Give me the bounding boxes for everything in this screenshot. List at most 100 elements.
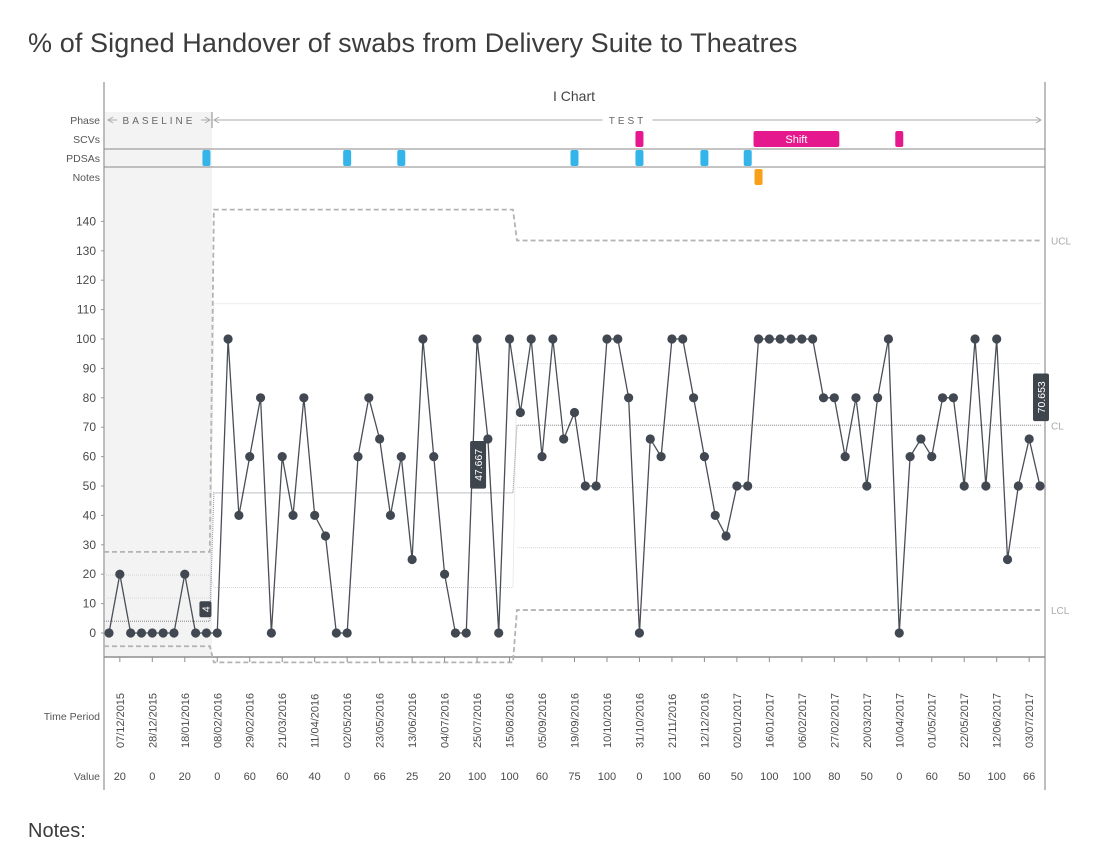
data-point[interactable] bbox=[158, 628, 168, 638]
data-point[interactable] bbox=[526, 334, 536, 344]
pdsa-marker[interactable] bbox=[343, 150, 352, 166]
pdsa-marker[interactable] bbox=[397, 150, 406, 166]
data-point[interactable] bbox=[721, 531, 731, 541]
data-point[interactable] bbox=[613, 334, 623, 344]
data-point[interactable] bbox=[450, 628, 461, 638]
data-point[interactable] bbox=[743, 481, 753, 491]
data-point[interactable] bbox=[927, 452, 937, 462]
data-point[interactable] bbox=[234, 510, 244, 520]
data-point[interactable] bbox=[753, 334, 764, 344]
data-point[interactable] bbox=[461, 628, 471, 638]
pdsa-marker[interactable] bbox=[570, 150, 579, 166]
data-point[interactable] bbox=[331, 628, 341, 638]
data-point[interactable] bbox=[342, 628, 352, 638]
data-point[interactable] bbox=[1002, 554, 1013, 565]
note-marker[interactable] bbox=[754, 169, 763, 185]
data-point[interactable] bbox=[1035, 481, 1045, 491]
data-point[interactable] bbox=[840, 452, 850, 462]
data-point[interactable] bbox=[667, 334, 677, 344]
data-point[interactable] bbox=[169, 628, 179, 638]
data-point[interactable] bbox=[375, 434, 385, 444]
data-point[interactable] bbox=[212, 628, 222, 638]
scv-marker[interactable] bbox=[895, 131, 904, 147]
data-point[interactable] bbox=[624, 393, 634, 403]
data-point[interactable] bbox=[494, 628, 504, 638]
pdsa-marker[interactable] bbox=[202, 150, 211, 166]
data-point[interactable] bbox=[277, 452, 287, 462]
data-point[interactable] bbox=[104, 628, 114, 638]
data-point[interactable] bbox=[981, 481, 991, 491]
data-point[interactable] bbox=[559, 434, 569, 444]
data-point[interactable] bbox=[959, 481, 969, 491]
data-point[interactable] bbox=[504, 334, 515, 344]
data-point[interactable] bbox=[808, 334, 818, 344]
data-point[interactable] bbox=[970, 334, 980, 344]
data-point[interactable] bbox=[320, 531, 331, 541]
data-point[interactable] bbox=[580, 481, 590, 491]
data-point[interactable] bbox=[645, 434, 655, 444]
data-point[interactable] bbox=[699, 452, 710, 462]
pdsa-marker[interactable] bbox=[743, 150, 752, 166]
data-point[interactable] bbox=[266, 628, 276, 638]
data-point[interactable] bbox=[1024, 434, 1034, 444]
data-point[interactable] bbox=[732, 481, 742, 491]
data-point[interactable] bbox=[472, 334, 482, 344]
cl-callout-box bbox=[470, 441, 487, 489]
data-point[interactable] bbox=[288, 510, 298, 520]
data-point[interactable] bbox=[873, 393, 883, 403]
data-point[interactable] bbox=[147, 628, 157, 638]
data-point[interactable] bbox=[678, 334, 688, 344]
data-point[interactable] bbox=[851, 393, 861, 403]
pdsa-marker[interactable] bbox=[635, 150, 644, 166]
data-point[interactable] bbox=[656, 452, 666, 462]
data-point[interactable] bbox=[937, 393, 948, 403]
data-point[interactable] bbox=[883, 334, 894, 344]
data-point[interactable] bbox=[136, 628, 147, 638]
data-point[interactable] bbox=[992, 334, 1002, 344]
data-point[interactable] bbox=[364, 393, 374, 403]
data-point[interactable] bbox=[688, 393, 699, 403]
data-point[interactable] bbox=[515, 407, 525, 418]
x-tick-label: 21/03/2016 bbox=[277, 693, 289, 748]
data-point[interactable] bbox=[385, 510, 396, 520]
data-point[interactable] bbox=[862, 481, 872, 491]
data-point[interactable] bbox=[948, 393, 958, 403]
data-point[interactable] bbox=[180, 569, 190, 579]
data-point[interactable] bbox=[201, 628, 212, 638]
data-point[interactable] bbox=[245, 452, 255, 462]
data-point[interactable] bbox=[797, 334, 807, 344]
scv-marker[interactable] bbox=[635, 131, 644, 147]
data-point[interactable] bbox=[299, 393, 309, 403]
scv-marker[interactable] bbox=[753, 131, 840, 147]
data-point[interactable] bbox=[310, 510, 320, 520]
data-point[interactable] bbox=[569, 407, 580, 418]
data-point[interactable] bbox=[191, 628, 201, 638]
data-point[interactable] bbox=[548, 334, 558, 344]
data-point[interactable] bbox=[115, 569, 125, 579]
data-point[interactable] bbox=[439, 569, 450, 579]
data-point[interactable] bbox=[483, 434, 493, 444]
data-point[interactable] bbox=[764, 334, 774, 344]
data-point[interactable] bbox=[1013, 481, 1023, 491]
data-point[interactable] bbox=[786, 334, 796, 344]
data-point[interactable] bbox=[634, 628, 645, 638]
data-point[interactable] bbox=[591, 481, 601, 491]
data-point[interactable] bbox=[710, 510, 720, 520]
data-point[interactable] bbox=[818, 393, 829, 403]
pdsa-marker[interactable] bbox=[700, 150, 709, 166]
data-point[interactable] bbox=[916, 434, 926, 444]
data-point[interactable] bbox=[829, 393, 839, 403]
data-point[interactable] bbox=[407, 554, 417, 565]
data-point[interactable] bbox=[602, 334, 612, 344]
data-point[interactable] bbox=[429, 452, 439, 462]
data-point[interactable] bbox=[255, 393, 266, 403]
data-point[interactable] bbox=[396, 452, 406, 462]
data-point[interactable] bbox=[894, 628, 904, 638]
data-point[interactable] bbox=[775, 334, 785, 344]
data-point[interactable] bbox=[418, 334, 428, 344]
data-point[interactable] bbox=[223, 334, 233, 344]
data-point[interactable] bbox=[126, 628, 136, 638]
data-point[interactable] bbox=[537, 452, 547, 462]
data-point[interactable] bbox=[353, 452, 363, 462]
data-point[interactable] bbox=[905, 452, 915, 462]
